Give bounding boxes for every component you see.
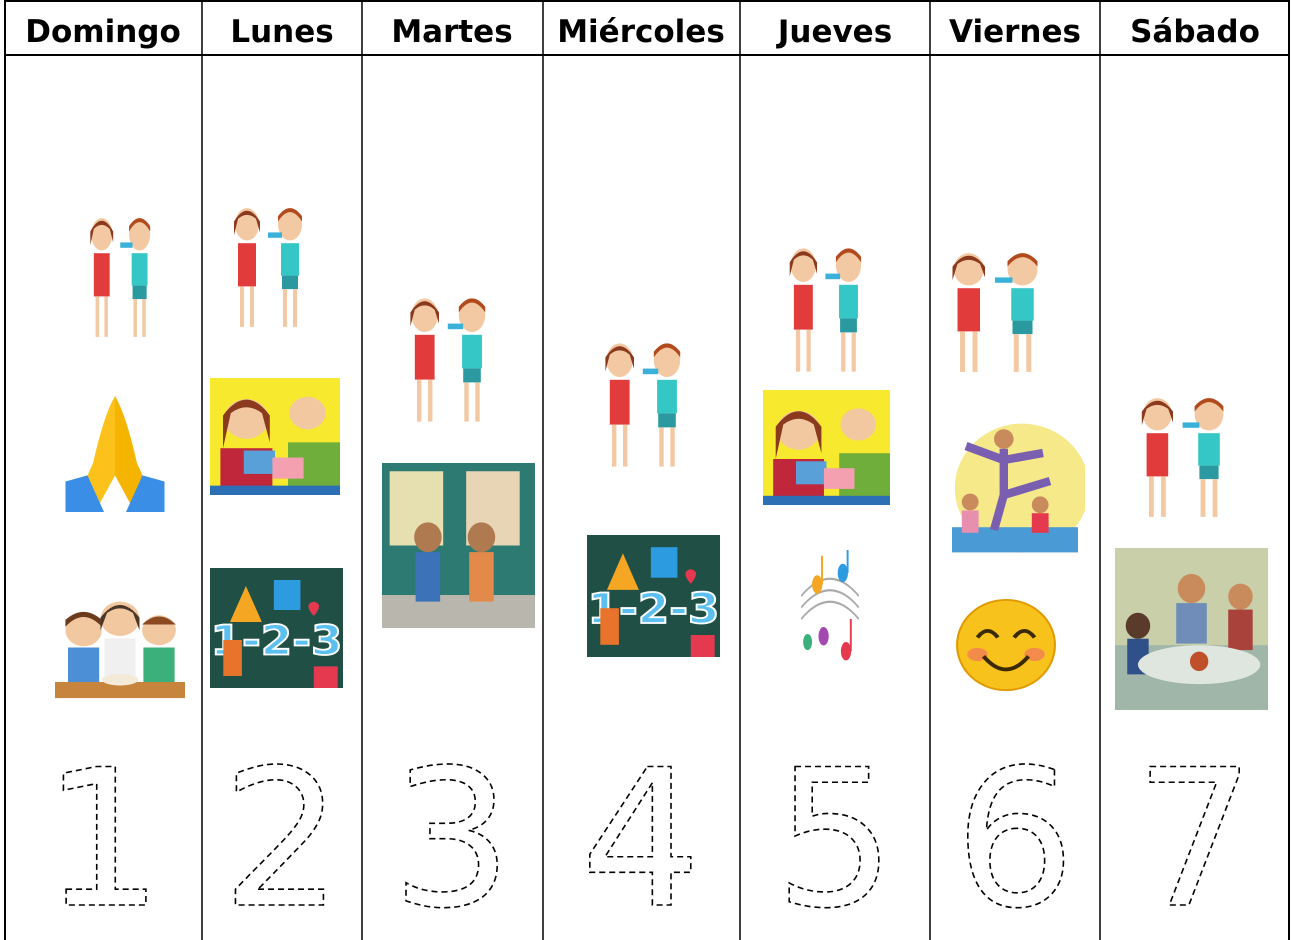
day-header: Lunes (230, 14, 333, 50)
day-header: Miércoles (557, 14, 725, 50)
reading (763, 390, 890, 505)
day-header: Domingo (25, 14, 181, 50)
classroom (382, 463, 535, 628)
day-header: Martes (391, 14, 512, 50)
numbers-board (210, 568, 343, 688)
tracing-number: 4 (581, 729, 702, 940)
tracing-number: 1 (43, 729, 164, 940)
day-header: Jueves (776, 14, 892, 50)
tracing-number: 2 (222, 729, 343, 940)
brushing-teeth (1141, 398, 1224, 517)
numbers-board (587, 535, 720, 657)
day-header: Viernes (949, 14, 1081, 50)
column-dividers (201, 0, 1101, 940)
smiley-face (957, 600, 1055, 690)
reading (210, 378, 340, 495)
brushing-teeth (789, 248, 862, 372)
tracing-number: 7 (1135, 729, 1256, 940)
day-header: Sábado (1130, 14, 1260, 50)
tracing-number: 5 (775, 729, 896, 940)
brushing-teeth (605, 343, 681, 467)
baking-family (55, 601, 185, 699)
brushing-teeth (234, 208, 302, 327)
exercise (952, 424, 1089, 553)
brushing-teeth (90, 218, 151, 337)
sheet-border (4, 0, 1290, 940)
brushing-teeth (410, 298, 486, 422)
praying-hands (65, 396, 165, 512)
brushing-teeth (952, 253, 1038, 372)
family-meal (1115, 548, 1268, 710)
music-notes (800, 550, 860, 662)
tracing-number: 3 (392, 729, 513, 940)
tracing-number: 6 (955, 729, 1076, 940)
pictures (55, 208, 1268, 710)
